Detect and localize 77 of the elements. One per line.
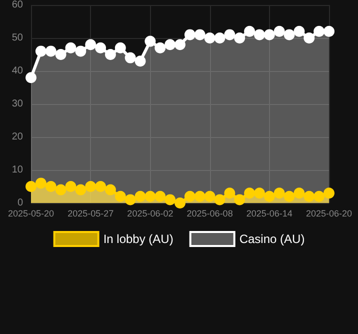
point bbox=[114, 190, 126, 202]
point bbox=[324, 188, 334, 199]
point bbox=[85, 181, 96, 192]
point bbox=[114, 42, 126, 54]
point bbox=[85, 39, 96, 50]
point bbox=[45, 46, 56, 57]
y-tick-label: 10 bbox=[12, 164, 24, 176]
point bbox=[75, 184, 86, 196]
point bbox=[274, 188, 285, 199]
x-tick-label: 2025-06-20 bbox=[306, 208, 352, 218]
point bbox=[75, 46, 86, 57]
point bbox=[264, 29, 275, 40]
point bbox=[95, 42, 106, 54]
point bbox=[124, 52, 136, 64]
point bbox=[234, 194, 246, 206]
point bbox=[104, 184, 116, 196]
point bbox=[26, 72, 36, 84]
point bbox=[194, 29, 206, 40]
legend-label: Casino (AU) bbox=[239, 232, 305, 246]
x-tick-label: 2025-06-14 bbox=[246, 208, 292, 218]
point bbox=[284, 190, 295, 202]
y-tick-label: 30 bbox=[12, 98, 24, 110]
point bbox=[254, 188, 265, 199]
point bbox=[204, 32, 216, 44]
point bbox=[65, 42, 76, 54]
point bbox=[194, 190, 206, 202]
point bbox=[294, 188, 305, 199]
y-tick-label: 60 bbox=[12, 0, 24, 10]
point bbox=[124, 194, 136, 206]
point bbox=[134, 190, 146, 202]
point bbox=[35, 46, 46, 57]
point bbox=[35, 178, 46, 189]
point bbox=[244, 26, 256, 37]
point bbox=[144, 190, 156, 202]
point bbox=[204, 190, 216, 202]
point bbox=[294, 26, 305, 37]
y-tick-label: 50 bbox=[12, 32, 24, 44]
point bbox=[134, 56, 146, 67]
point bbox=[95, 181, 106, 192]
point bbox=[55, 184, 66, 196]
point bbox=[324, 26, 334, 37]
point bbox=[55, 49, 66, 60]
point bbox=[284, 29, 295, 40]
point bbox=[174, 39, 186, 50]
x-tick-label: 2025-06-02 bbox=[127, 208, 174, 218]
point bbox=[144, 36, 156, 47]
y-tick-label: 20 bbox=[12, 132, 24, 142]
y-tick-label: 0 bbox=[17, 198, 24, 208]
x-tick-label: 2025-05-27 bbox=[68, 208, 114, 218]
point bbox=[184, 190, 196, 202]
point bbox=[224, 188, 236, 199]
point bbox=[164, 39, 176, 50]
point bbox=[234, 32, 246, 44]
point bbox=[254, 29, 265, 40]
point bbox=[314, 26, 325, 37]
point bbox=[214, 194, 226, 206]
point bbox=[304, 190, 315, 202]
point bbox=[65, 181, 76, 192]
point bbox=[214, 32, 226, 44]
point bbox=[184, 29, 196, 40]
point bbox=[274, 26, 285, 37]
point bbox=[264, 190, 275, 202]
point bbox=[26, 181, 36, 192]
point bbox=[154, 42, 166, 54]
y-tick-label: 40 bbox=[12, 66, 24, 76]
point bbox=[314, 190, 325, 202]
legend-label: In lobby (AU) bbox=[103, 232, 174, 246]
point bbox=[154, 190, 166, 202]
point bbox=[164, 194, 176, 206]
point bbox=[224, 29, 236, 40]
x-tick-label: 2025-06-08 bbox=[186, 208, 233, 218]
point bbox=[304, 32, 315, 44]
point bbox=[174, 198, 186, 208]
point bbox=[45, 181, 56, 192]
x-tick-label: 2025-05-20 bbox=[8, 208, 54, 218]
point bbox=[244, 188, 256, 199]
point bbox=[104, 49, 116, 60]
